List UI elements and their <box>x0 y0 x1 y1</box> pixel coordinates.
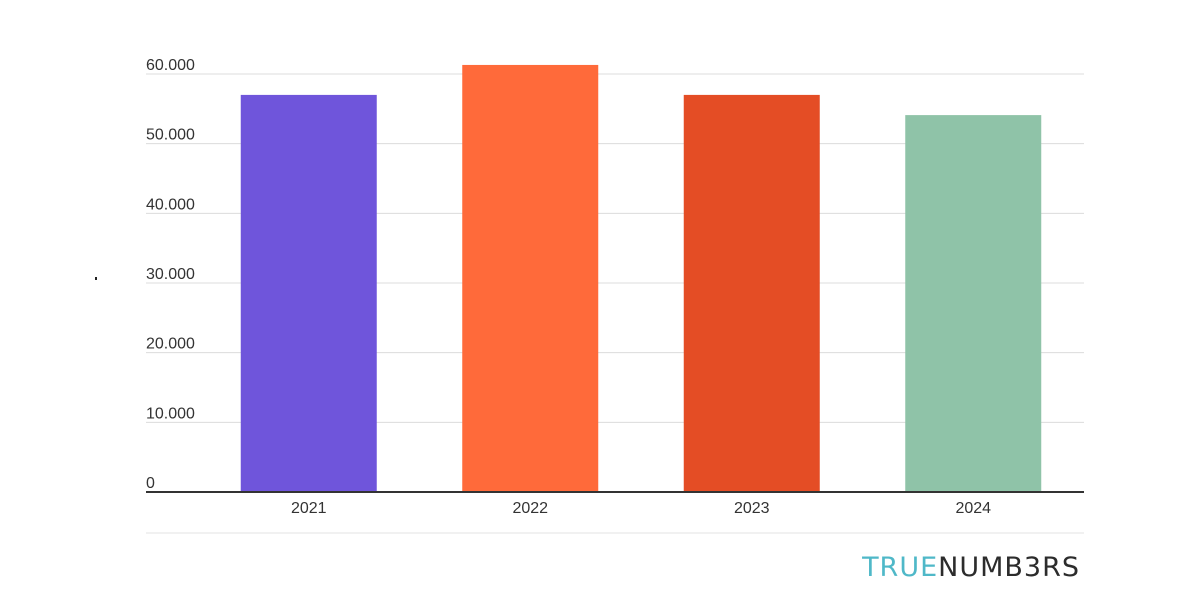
logo-part-numbers: NUMB3RS <box>938 552 1080 583</box>
y-tick-label: 60.000 <box>146 57 195 74</box>
logo-part-true: TRUE <box>862 552 939 583</box>
brand-logo: TRUENUMB3RS <box>862 552 1080 583</box>
bar-2021 <box>240 94 377 493</box>
y-tick-label: 20.000 <box>146 336 195 353</box>
y-tick-label: 40.000 <box>146 196 195 213</box>
x-tick-label: 2022 <box>512 500 548 517</box>
x-tick-label: 2023 <box>734 500 770 517</box>
bar-2024 <box>905 115 1042 492</box>
y-tick-label: 10.000 <box>146 405 195 422</box>
x-axis-ticks: 2021 2022 2023 2024 <box>291 500 991 517</box>
stray-mark <box>95 277 97 280</box>
x-tick-label: 2024 <box>955 500 991 517</box>
bar-2023 <box>683 94 820 493</box>
bar-2022 <box>462 64 599 493</box>
x-tick-label: 2021 <box>291 500 327 517</box>
y-tick-label: 0 <box>146 475 155 492</box>
y-tick-label: 50.000 <box>146 127 195 144</box>
bars <box>240 64 1042 493</box>
y-tick-label: 30.000 <box>146 266 195 283</box>
y-axis-ticks: 0 10.000 20.000 30.000 40.000 50.000 60.000 <box>146 57 195 492</box>
